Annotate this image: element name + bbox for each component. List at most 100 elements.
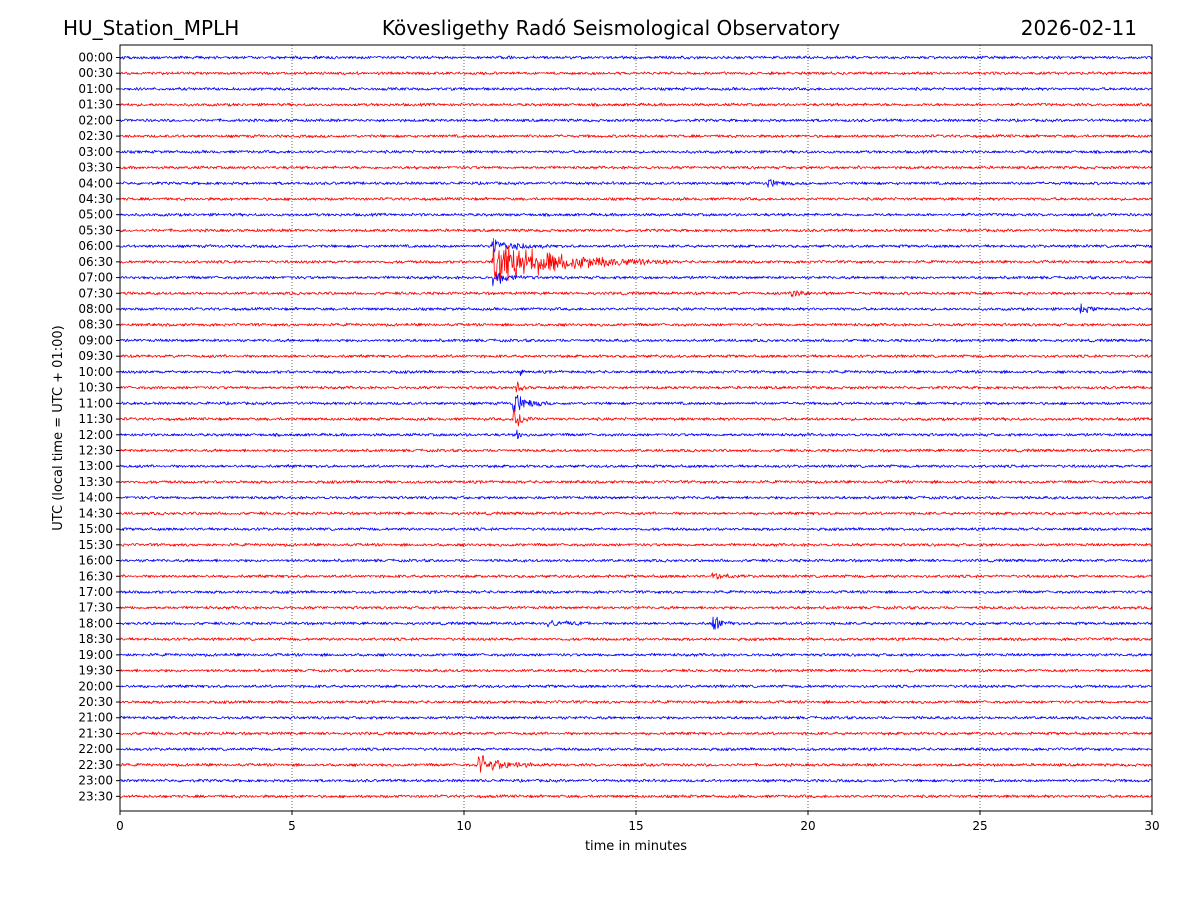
y-tick-label-01:30: 01:30: [78, 98, 113, 112]
trace-17:00: [119, 589, 1153, 594]
y-tick-label-21:00: 21:00: [78, 711, 113, 725]
x-tick-label-30: 30: [1144, 819, 1159, 833]
trace-19:00: [119, 652, 1153, 657]
trace-06:00: [119, 239, 1153, 253]
y-tick-label-01:00: 01:00: [78, 82, 113, 96]
trace-16:00: [119, 558, 1153, 563]
y-tick-label-22:00: 22:00: [78, 742, 113, 756]
y-tick-label-12:30: 12:30: [78, 444, 113, 458]
trace-19:30: [119, 668, 1153, 673]
y-tick-label-05:00: 05:00: [78, 208, 113, 222]
trace-11:30: [119, 408, 1153, 427]
y-axis-label: UTC (local time = UTC + 01:00): [51, 325, 66, 530]
y-tick-label-12:00: 12:00: [78, 428, 113, 442]
x-axis-label: time in minutes: [585, 839, 687, 854]
y-tick-label-02:30: 02:30: [78, 129, 113, 143]
plot-frame: [119, 44, 1153, 812]
trace-22:30: [119, 755, 1153, 773]
trace-06:30: [119, 237, 1153, 281]
y-tick-label-13:30: 13:30: [78, 475, 113, 489]
y-tick-label-03:30: 03:30: [78, 161, 113, 175]
y-tick-label-20:00: 20:00: [78, 679, 113, 693]
trace-12:30: [119, 448, 1153, 453]
y-tick-label-03:00: 03:00: [78, 145, 113, 159]
trace-10:30: [119, 381, 1153, 393]
trace-04:30: [119, 196, 1153, 202]
y-tick-label-13:00: 13:00: [78, 459, 113, 473]
chart-title: Kövesligethy Radó Seismological Observat…: [382, 16, 840, 40]
trace-03:30: [119, 165, 1153, 170]
trace-14:30: [119, 511, 1153, 516]
y-tick-label-00:00: 00:00: [78, 51, 113, 65]
trace-15:00: [119, 527, 1153, 532]
y-tick-label-20:30: 20:30: [78, 695, 113, 709]
trace-20:00: [119, 684, 1153, 689]
y-tick-label-08:30: 08:30: [78, 318, 113, 332]
trace-01:00: [119, 86, 1153, 91]
trace-09:30: [119, 354, 1153, 359]
y-tick-label-00:30: 00:30: [78, 66, 113, 80]
x-tick-label-20: 20: [800, 819, 815, 833]
trace-17:30: [119, 605, 1153, 610]
y-tick-label-04:00: 04:00: [78, 176, 113, 190]
seismogram-traces: [119, 55, 1153, 799]
y-tick-label-22:30: 22:30: [78, 758, 113, 772]
trace-07:00: [119, 272, 1153, 287]
y-tick-label-18:30: 18:30: [78, 632, 113, 646]
y-tick-label-07:30: 07:30: [78, 286, 113, 300]
x-tick-label-0: 0: [116, 819, 124, 833]
x-tick-label-5: 5: [288, 819, 296, 833]
trace-13:30: [119, 479, 1153, 484]
trace-02:00: [119, 118, 1153, 123]
trace-00:30: [119, 71, 1153, 76]
trace-15:30: [119, 542, 1153, 547]
trace-22:00: [119, 747, 1153, 752]
trace-05:30: [119, 228, 1153, 233]
station-name: HU_Station_MPLH: [63, 16, 239, 40]
trace-23:30: [119, 794, 1153, 799]
y-tick-label-09:30: 09:30: [78, 349, 113, 363]
trace-20:30: [119, 699, 1153, 705]
y-tick-label-06:30: 06:30: [78, 255, 113, 269]
y-tick-label-14:00: 14:00: [78, 491, 113, 505]
trace-00:00: [119, 55, 1153, 60]
x-axis-ticks: 0 5 10 15 20 25 30: [116, 811, 1160, 833]
y-tick-label-07:00: 07:00: [78, 271, 113, 285]
trace-13:00: [119, 464, 1153, 469]
trace-10:00: [119, 369, 1153, 377]
y-tick-label-08:00: 08:00: [78, 302, 113, 316]
y-tick-label-04:30: 04:30: [78, 192, 113, 206]
trace-12:00: [119, 429, 1153, 440]
trace-23:00: [119, 778, 1153, 783]
trace-02:30: [119, 134, 1153, 139]
trace-08:00: [119, 303, 1153, 314]
y-tick-label-16:00: 16:00: [78, 554, 113, 568]
trace-09:00: [119, 338, 1153, 343]
x-tick-label-25: 25: [972, 819, 987, 833]
x-tick-label-15: 15: [628, 819, 643, 833]
y-tick-label-05:30: 05:30: [78, 223, 113, 237]
trace-08:30: [119, 322, 1153, 327]
trace-21:30: [119, 731, 1153, 736]
y-tick-label-11:30: 11:30: [78, 412, 113, 426]
y-tick-label-15:00: 15:00: [78, 522, 113, 536]
y-tick-label-06:00: 06:00: [78, 239, 113, 253]
y-tick-label-18:00: 18:00: [78, 616, 113, 630]
y-tick-label-21:30: 21:30: [78, 726, 113, 740]
chart-date: 2026-02-11: [1021, 16, 1137, 40]
y-tick-label-10:30: 10:30: [78, 381, 113, 395]
y-tick-label-23:00: 23:00: [78, 774, 113, 788]
trace-14:00: [119, 495, 1153, 500]
y-tick-label-17:00: 17:00: [78, 585, 113, 599]
y-tick-label-14:30: 14:30: [78, 506, 113, 520]
y-tick-label-17:30: 17:30: [78, 601, 113, 615]
y-tick-label-11:00: 11:00: [78, 396, 113, 410]
trace-01:30: [119, 102, 1153, 107]
trace-18:00: [119, 616, 1153, 630]
trace-18:30: [119, 637, 1153, 642]
y-tick-label-19:30: 19:30: [78, 664, 113, 678]
y-tick-label-19:00: 19:00: [78, 648, 113, 662]
y-tick-label-16:30: 16:30: [78, 569, 113, 583]
